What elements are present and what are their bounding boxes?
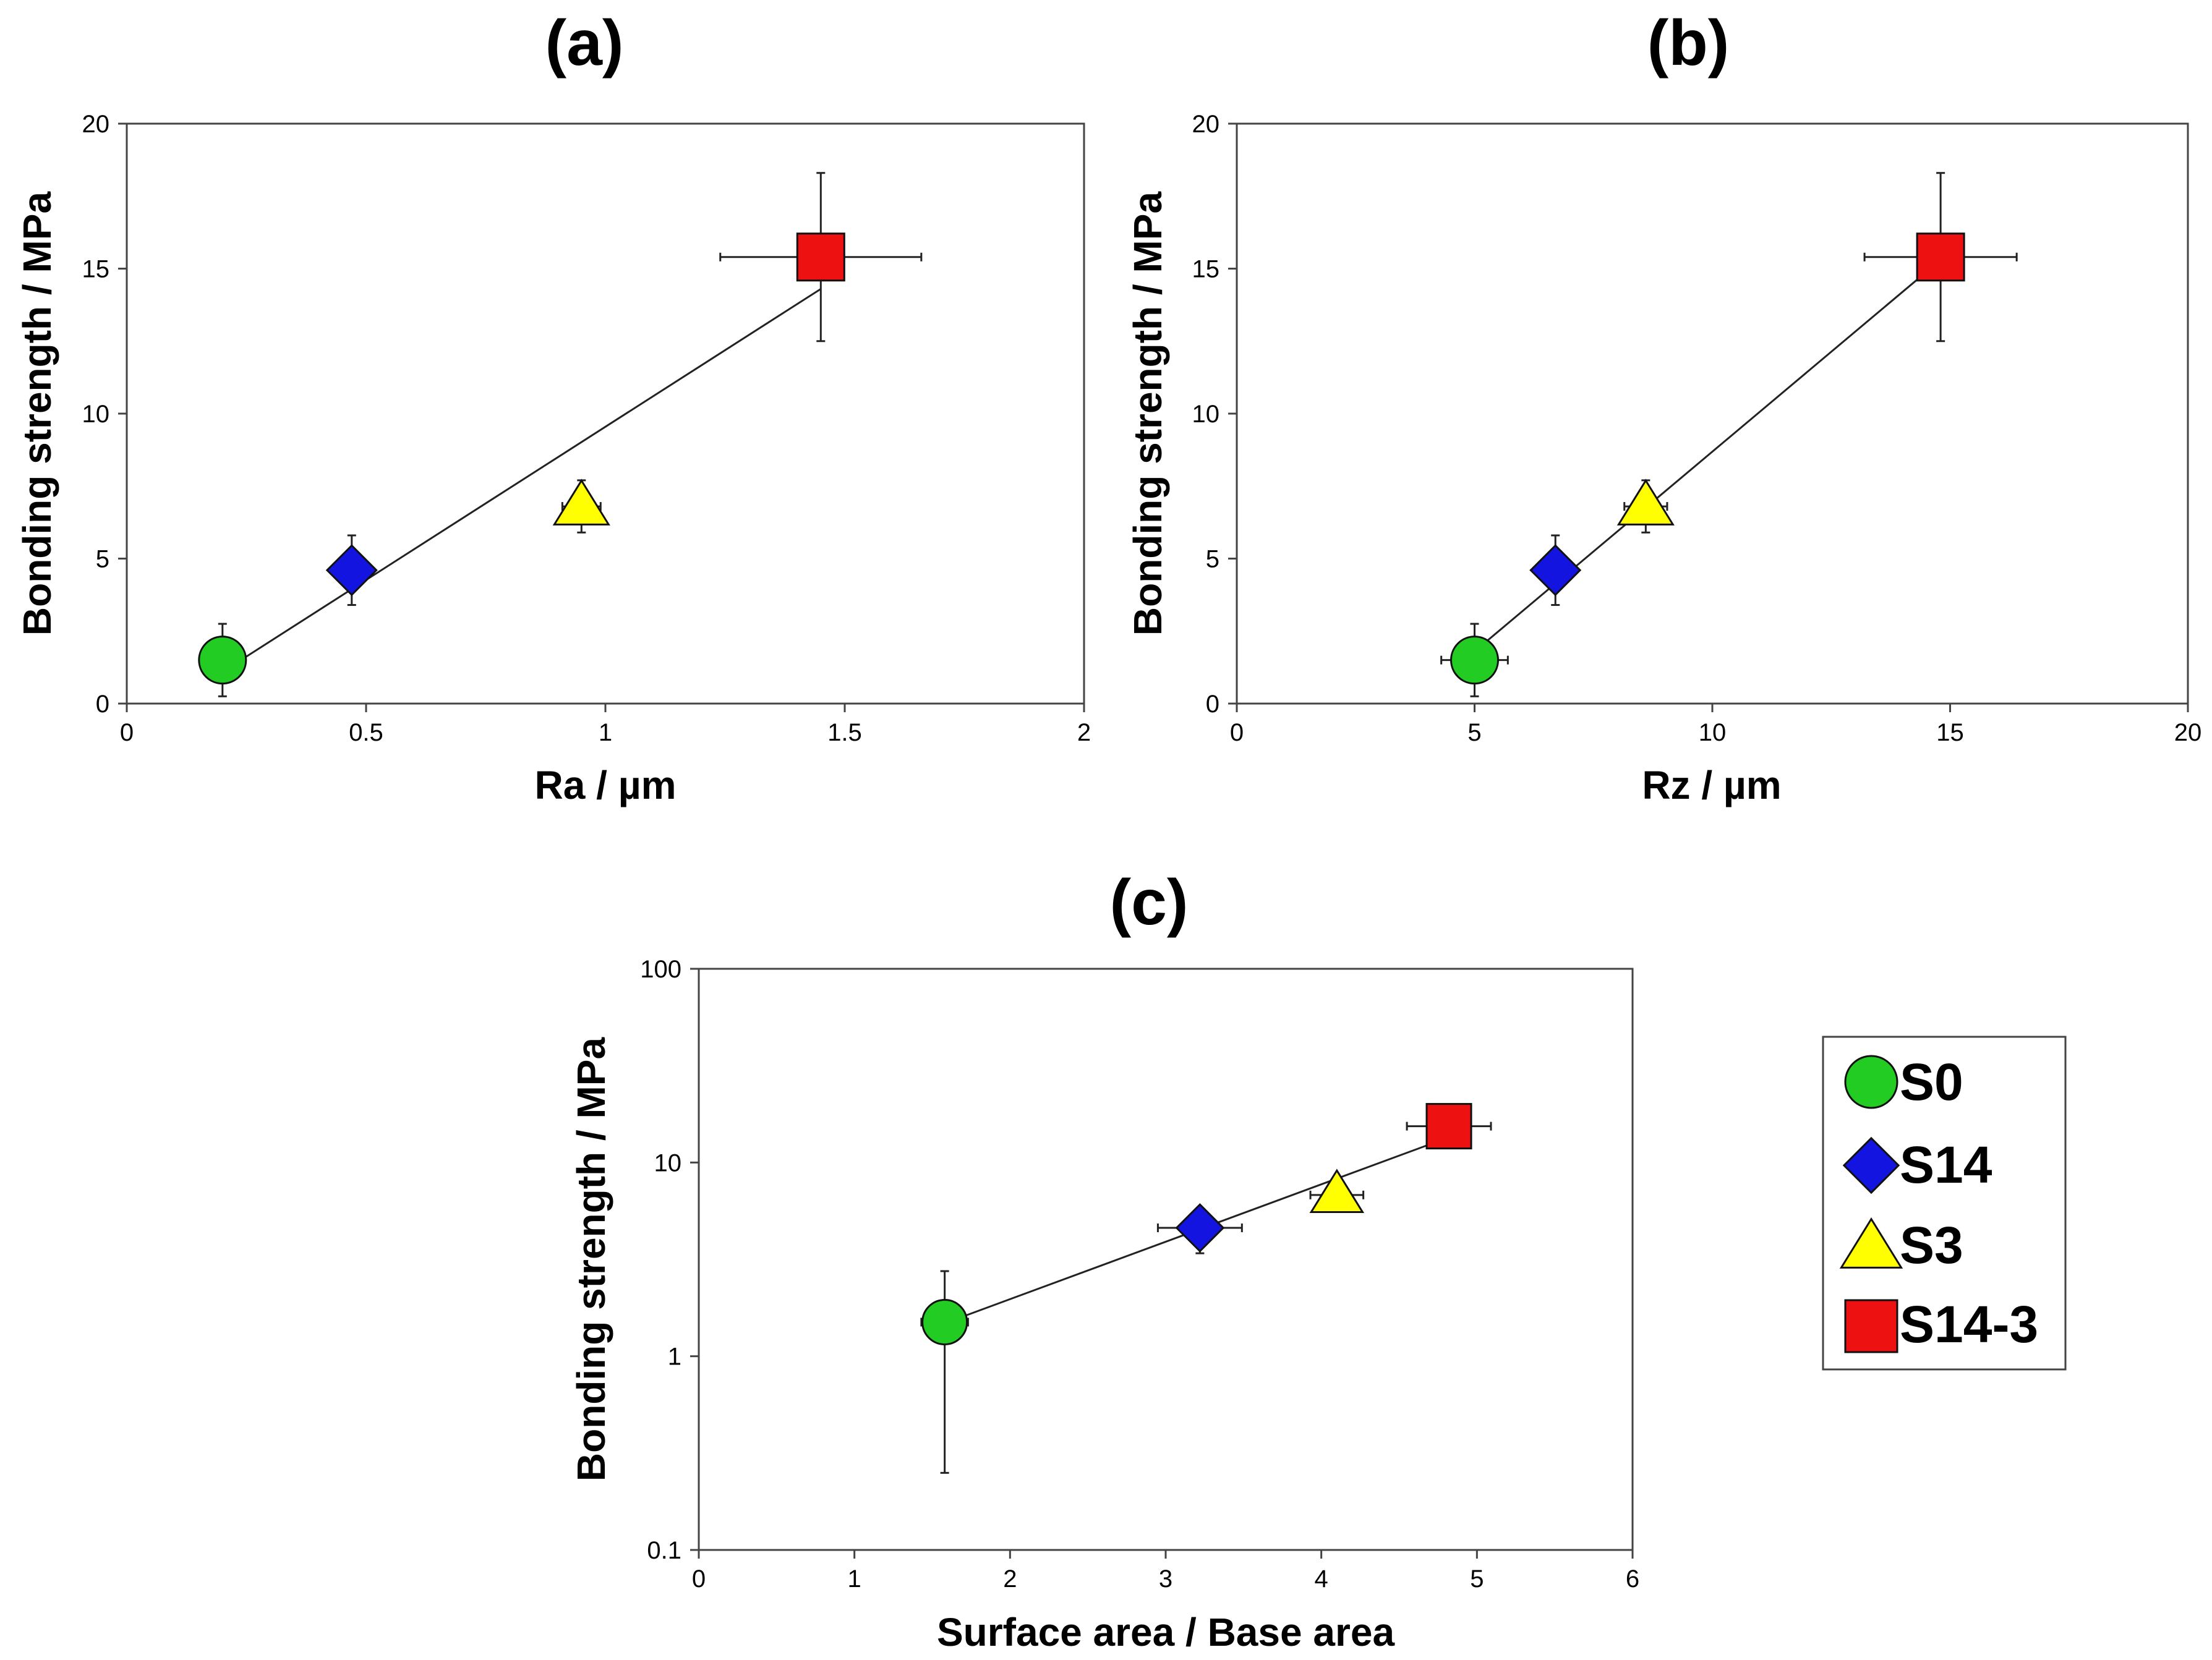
y-axis-ticks: 0 5 10 15 20 (1192, 111, 1237, 718)
data-point-s3 (1309, 1168, 1365, 1214)
x-tick-label: 2 (1077, 719, 1091, 746)
data-point-s14 (1529, 544, 1582, 597)
marker-layer (198, 232, 845, 685)
legend-item-s0: S0 (1844, 1053, 1963, 1111)
y-tick-label: 100 (640, 956, 681, 983)
x-tick-label: 6 (1626, 1565, 1639, 1593)
data-point-s0 (921, 1298, 968, 1345)
trend-layer (226, 288, 822, 670)
x-tick-label: 1 (848, 1565, 861, 1593)
x-tick-label: 0 (120, 719, 134, 746)
chart-title: (c) (1109, 867, 1188, 939)
y-tick-label: 10 (1192, 401, 1220, 428)
y-tick-label: 10 (82, 401, 110, 428)
y-axis-label: Bonding strength / MPa (1125, 192, 1170, 636)
y-tick-label: 15 (1192, 256, 1220, 283)
x-tick-label: 5 (1467, 719, 1481, 746)
x-axis-ticks: 0 1 2 3 4 5 6 (692, 1550, 1639, 1593)
y-tick-label: 0.1 (647, 1537, 681, 1564)
legend-square-marker (1844, 1299, 1898, 1353)
legend-item-s14: S14 (1842, 1136, 1992, 1194)
y-tick-label: 1 (668, 1343, 681, 1371)
x-tick-label: 0 (1230, 719, 1244, 746)
legend-circle-marker (1844, 1055, 1898, 1109)
marker-layer (1450, 232, 1965, 685)
legend-item-s3: S3 (1839, 1216, 1963, 1274)
chart-title: (b) (1647, 7, 1730, 79)
x-axis-label: Surface area / Base area (937, 1610, 1394, 1654)
x-tick-label: 1.5 (827, 719, 862, 746)
x-tick-label: 0.5 (349, 719, 383, 746)
x-tick-label: 5 (1470, 1565, 1484, 1593)
legend-circle-shape (1844, 1055, 1898, 1109)
y-axis-label: Bonding strength / MPa (15, 192, 59, 636)
legend-triangle-marker (1839, 1217, 1903, 1269)
data-point-s14-3 (1425, 1103, 1472, 1150)
y-tick-label: 15 (82, 256, 110, 283)
data-point-s14-3 (796, 232, 845, 282)
y-tick-label: 5 (96, 546, 109, 573)
legend-square-shape (1844, 1299, 1898, 1353)
y-tick-label: 0 (96, 691, 109, 718)
y-axis-ticks: 0.1 1 10 100 (640, 956, 699, 1564)
legend-triangle-shape (1839, 1217, 1903, 1269)
y-tick-label: 5 (1206, 546, 1219, 573)
data-point-s3 (1616, 479, 1675, 526)
x-tick-label: 0 (692, 1565, 706, 1593)
trend-line (226, 288, 822, 670)
legend-diamond-marker (1842, 1136, 1900, 1194)
x-tick-label: 4 (1315, 1565, 1328, 1593)
chart-panel-c: (c) Surface area / Base area Bonding str… (569, 867, 1639, 1654)
legend-label: S14-3 (1900, 1295, 2038, 1353)
legend-label: S0 (1900, 1053, 1963, 1111)
y-axis-ticks: 0 5 10 15 20 (82, 111, 127, 718)
x-tick-label: 10 (1699, 719, 1727, 746)
x-axis-label: Ra / µm (535, 763, 677, 807)
x-axis-ticks: 0 0.5 1 1.5 2 (120, 704, 1091, 746)
data-point-s14 (325, 544, 378, 597)
x-tick-label: 20 (2174, 719, 2202, 746)
data-point-s0 (198, 636, 247, 685)
x-tick-label: 3 (1159, 1565, 1172, 1593)
x-axis-label: Rz / µm (1642, 763, 1781, 807)
y-tick-label: 20 (82, 111, 110, 138)
data-point-s3 (552, 479, 610, 526)
x-tick-label: 15 (1936, 719, 1964, 746)
y-tick-label: 0 (1206, 691, 1219, 718)
x-tick-label: 1 (599, 719, 612, 746)
data-point-s14-3 (1916, 232, 1965, 282)
legend-item-s14-3: S14-3 (1844, 1295, 2038, 1353)
legend-label: S3 (1900, 1216, 1963, 1274)
legend-label: S14 (1900, 1136, 1992, 1194)
x-axis-ticks: 0 5 10 15 20 (1230, 704, 2201, 746)
data-point-s14 (1175, 1203, 1225, 1253)
data-point-s0 (1450, 636, 1499, 685)
x-tick-label: 2 (1003, 1565, 1017, 1593)
y-tick-label: 10 (654, 1149, 682, 1177)
chart-title: (a) (545, 7, 623, 79)
y-tick-label: 20 (1192, 111, 1220, 138)
y-axis-label: Bonding strength / MPa (569, 1037, 613, 1482)
marker-layer (921, 1103, 1472, 1345)
chart-panel-a: (a) Ra / µm Bonding strength / MPa 0 0.5 1… (15, 7, 1091, 807)
chart-panel-b: (b) Rz / µm Bonding strength / MPa 0 5 10 1… (1125, 7, 2201, 807)
legend-diamond-shape (1842, 1136, 1900, 1194)
legend: S0 S14 S3 S14-3 (1822, 1036, 2067, 1371)
